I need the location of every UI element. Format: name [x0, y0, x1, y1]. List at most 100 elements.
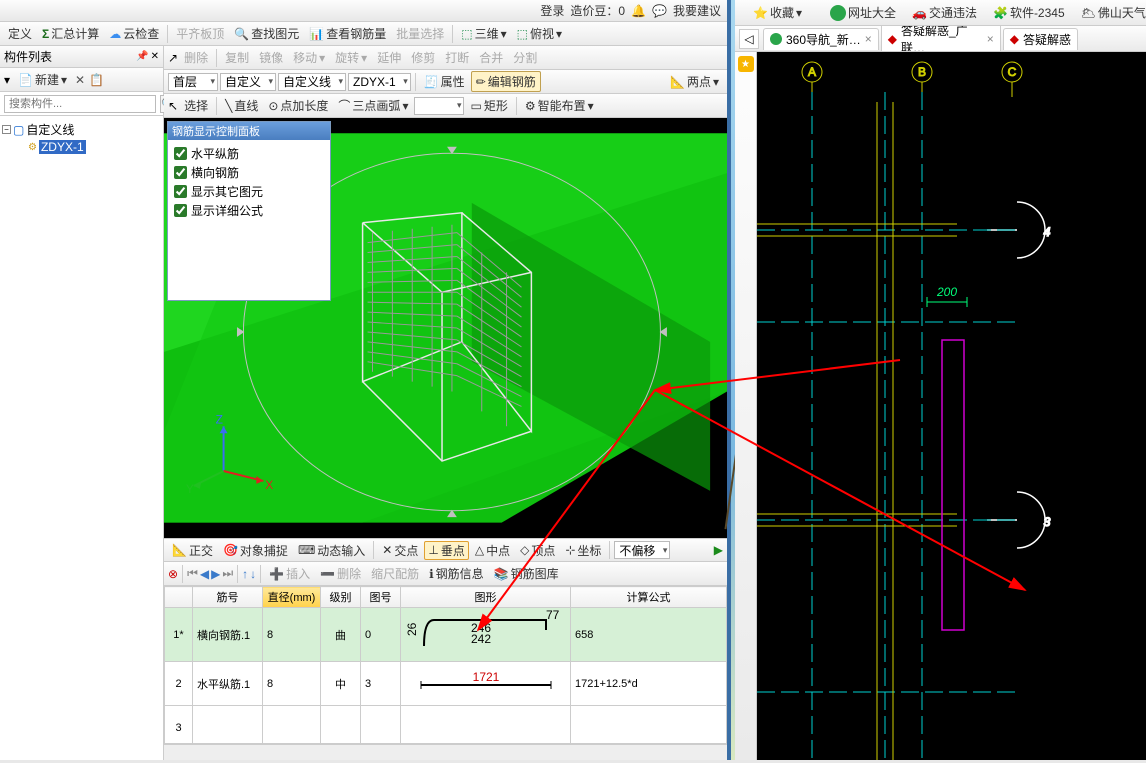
top-view-button[interactable]: ⬚ 俯视 ▾: [513, 24, 566, 43]
3d-view-button[interactable]: ⬚ 三维 ▾: [457, 24, 510, 43]
col-shape[interactable]: 图形: [401, 587, 571, 608]
type-dropdown[interactable]: 自定义线: [278, 73, 346, 91]
col-level[interactable]: 级别: [321, 587, 361, 608]
sum-button[interactable]: Σ 汇总计算: [38, 24, 103, 43]
chk-formula[interactable]: 显示详细公式: [174, 201, 324, 220]
batch-select-button[interactable]: 批量选择: [392, 24, 448, 43]
login-link[interactable]: 登录: [540, 2, 564, 19]
new-button[interactable]: 📄 新建 ▾: [14, 70, 71, 89]
weather-link[interactable]: 🌥 佛山天气: [1077, 3, 1146, 22]
delete-button[interactable]: 删除: [180, 48, 212, 67]
table-row[interactable]: 3: [165, 706, 727, 745]
pin-icon[interactable]: 📌: [136, 51, 148, 62]
edit-rebar-button[interactable]: ✏ 编辑钢筋: [471, 71, 541, 92]
define-button[interactable]: 定义: [4, 24, 36, 43]
snap-intersection[interactable]: ✕ 交点: [378, 541, 422, 560]
cell-dia[interactable]: 8: [263, 608, 321, 662]
smart-layout-button[interactable]: ⚙ 智能布置 ▾: [521, 96, 598, 115]
rotate-button[interactable]: 旋转 ▾: [331, 48, 371, 67]
prev-icon[interactable]: ◀: [200, 567, 209, 581]
align-slab-button[interactable]: 平齐板顶: [172, 24, 228, 43]
break-button[interactable]: 打断: [441, 48, 473, 67]
cell-shape[interactable]: 77 246 242 26: [401, 608, 571, 662]
merge-button[interactable]: 合并: [475, 48, 507, 67]
snap-coord[interactable]: ⊹ 坐标: [561, 541, 605, 560]
cell-dia[interactable]: [263, 706, 321, 745]
chk-transverse[interactable]: 横向钢筋: [174, 163, 324, 182]
table-row[interactable]: 1* 横向钢筋.1 8 曲 0 77 246 242 26: [165, 608, 727, 662]
col-fig[interactable]: 图号: [361, 587, 401, 608]
suggest-link[interactable]: 我要建议: [673, 2, 721, 19]
cell-level[interactable]: 曲: [321, 608, 361, 662]
next-icon[interactable]: ▶: [211, 567, 220, 581]
close-icon[interactable]: ✕: [151, 51, 159, 62]
chevron-down-icon[interactable]: ▾: [4, 73, 10, 87]
close-icon[interactable]: ⊗: [168, 567, 178, 581]
arc-dropdown[interactable]: [414, 97, 464, 115]
cell-level[interactable]: 中: [321, 662, 361, 706]
cell-name[interactable]: 水平纵筋.1: [193, 662, 263, 706]
rebar-info-button[interactable]: ℹ 钢筋信息: [425, 564, 488, 583]
table-row[interactable]: 2 水平纵筋.1 8 中 3 1721 1721+12.5*d: [165, 662, 727, 706]
tab-qa1[interactable]: ◆答疑解惑_广联…×: [881, 26, 1001, 52]
col-name[interactable]: 筋号: [193, 587, 263, 608]
close-icon[interactable]: ×: [865, 32, 872, 46]
cloud-check-button[interactable]: ☁ 云检查: [105, 24, 163, 43]
snap-perpendicular[interactable]: ⊥ 垂点: [424, 541, 468, 560]
ortho-toggle[interactable]: 📐 正交: [168, 541, 217, 560]
point-length-button[interactable]: ⊙ 点加长度: [264, 96, 332, 115]
chk-other[interactable]: 显示其它图元: [174, 182, 324, 201]
rect-button[interactable]: ▭ 矩形: [466, 96, 511, 115]
copy-icon[interactable]: 📋: [89, 73, 104, 87]
cell-fig[interactable]: [361, 706, 401, 745]
instance-dropdown[interactable]: ZDYX-1: [348, 73, 411, 91]
col-diameter[interactable]: 直径(mm): [263, 587, 321, 608]
col-idx[interactable]: [165, 587, 193, 608]
dyn-input-toggle[interactable]: ⌨ 动态输入: [294, 541, 369, 560]
traffic-link[interactable]: 🚗 交通违法: [908, 3, 981, 22]
move-button[interactable]: 移动 ▾: [289, 48, 329, 67]
split-button[interactable]: 分割: [509, 48, 541, 67]
delete-icon[interactable]: ✕: [75, 73, 85, 87]
tab-qa2[interactable]: ◆答疑解惑: [1003, 28, 1078, 50]
first-icon[interactable]: ⏮: [187, 566, 198, 581]
rebar-library-button[interactable]: 📚 钢筋图库: [490, 564, 563, 583]
cell-formula[interactable]: 1721+12.5*d: [571, 662, 727, 706]
tab-360nav[interactable]: 360导航_新…×: [763, 28, 879, 50]
insert-row-button[interactable]: ➕ 插入: [265, 564, 314, 583]
copy-button[interactable]: 复制: [221, 48, 253, 67]
scale-rebar-button[interactable]: 缩尺配筋: [367, 564, 423, 583]
cell-name[interactable]: 横向钢筋.1: [193, 608, 263, 662]
cell-fig[interactable]: 0: [361, 608, 401, 662]
rebar-display-panel[interactable]: 钢筋显示控制面板 水平纵筋 横向钢筋 显示其它图元 显示详细公式: [167, 121, 331, 301]
favorites-button[interactable]: ⭐ 收藏 ▾: [749, 3, 806, 22]
cursor-icon[interactable]: ↖: [168, 99, 178, 113]
last-icon[interactable]: ⏭: [222, 566, 233, 581]
netnav-link[interactable]: 网址大全: [826, 3, 900, 22]
find-element-button[interactable]: 🔍 查找图元: [230, 24, 303, 43]
h-scrollbar[interactable]: [164, 744, 727, 760]
cell-dia[interactable]: 8: [263, 662, 321, 706]
mirror-button[interactable]: 镜像: [255, 48, 287, 67]
back-button[interactable]: ◁: [739, 29, 759, 49]
star-icon[interactable]: ★: [738, 56, 754, 72]
cell-level[interactable]: [321, 706, 361, 745]
floor-dropdown[interactable]: 首层: [168, 73, 218, 91]
cad-viewport[interactable]: A B C 4 3: [757, 52, 1146, 760]
rebar-table[interactable]: 筋号 直径(mm) 级别 图号 图形 计算公式 1* 横向钢筋.1 8 曲 0: [164, 586, 727, 744]
extend-button[interactable]: 延伸: [373, 48, 405, 67]
up-icon[interactable]: ↑: [242, 567, 248, 581]
rebar-table-wrap[interactable]: 筋号 直径(mm) 级别 图号 图形 计算公式 1* 横向钢筋.1 8 曲 0: [164, 586, 727, 744]
cell-shape[interactable]: 1721: [401, 662, 571, 706]
trim-button[interactable]: 修剪: [407, 48, 439, 67]
chk-horizontal[interactable]: 水平纵筋: [174, 144, 324, 163]
attributes-button[interactable]: 🧾 属性: [420, 72, 469, 91]
arrow-icon[interactable]: ↗: [168, 51, 178, 65]
select-button[interactable]: 选择: [180, 96, 212, 115]
component-tree[interactable]: − ▢ 自定义线 ⚙ ZDYX-1: [0, 116, 163, 159]
tree-root[interactable]: − ▢ 自定义线: [2, 120, 161, 139]
cell-formula[interactable]: 658: [571, 608, 727, 662]
snap-midpoint[interactable]: △ 中点: [471, 541, 514, 560]
two-point-button[interactable]: 📐 两点 ▾: [666, 72, 723, 91]
snap-vertex[interactable]: ◇ 顶点: [516, 541, 559, 560]
